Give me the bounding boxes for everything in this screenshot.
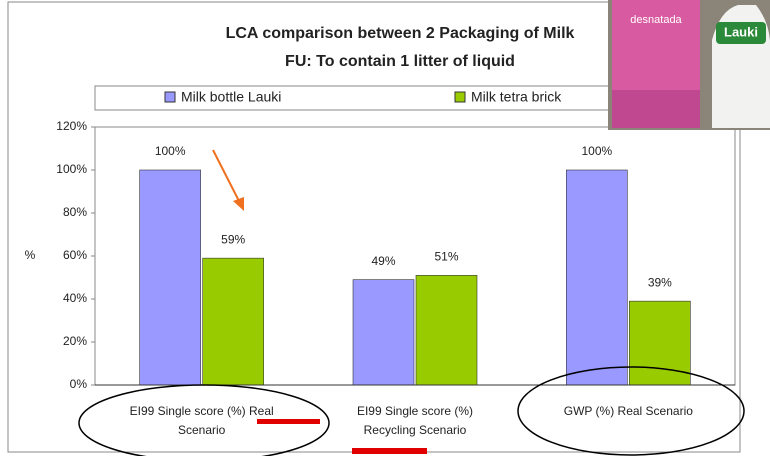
legend-swatch	[165, 92, 175, 102]
y-tick-label: 120%	[56, 119, 87, 133]
y-tick-label: 0%	[70, 377, 88, 391]
chart: LCA comparison between 2 Packaging of Mi…	[0, 0, 770, 456]
y-tick-label: 60%	[63, 248, 87, 262]
y-tick-label: 20%	[63, 334, 87, 348]
legend-label: Milk tetra brick	[471, 89, 562, 105]
legend-swatch	[455, 92, 465, 102]
page: LCA comparison between 2 Packaging of Mi…	[0, 0, 770, 456]
chart-subtitle: FU: To contain 1 litter of liquid	[285, 53, 515, 70]
x-tick-label: EI99 Single score (%) Recycling Scenario	[335, 402, 495, 440]
data-label: 49%	[371, 254, 395, 268]
bar	[629, 301, 690, 385]
y-tick-label: 100%	[56, 162, 87, 176]
bar	[353, 280, 414, 385]
x-tick-label: EI99 Single score (%) Real Scenario	[122, 402, 282, 440]
bar	[140, 170, 201, 385]
y-tick-label: 80%	[63, 205, 87, 219]
chart-title: LCA comparison between 2 Packaging of Mi…	[226, 25, 575, 42]
bar	[416, 275, 477, 385]
y-tick-label: 40%	[63, 291, 87, 305]
data-label: 100%	[581, 144, 612, 158]
y-axis-label: %	[25, 248, 36, 262]
x-tick-label: GWP (%) Real Scenario	[548, 402, 708, 421]
bar	[566, 170, 627, 385]
data-label: 59%	[221, 232, 245, 246]
data-label: 39%	[648, 275, 672, 289]
data-label: 51%	[434, 250, 458, 264]
data-label: 100%	[155, 144, 186, 158]
bar	[203, 258, 264, 385]
legend-label: Milk bottle Lauki	[181, 89, 281, 105]
